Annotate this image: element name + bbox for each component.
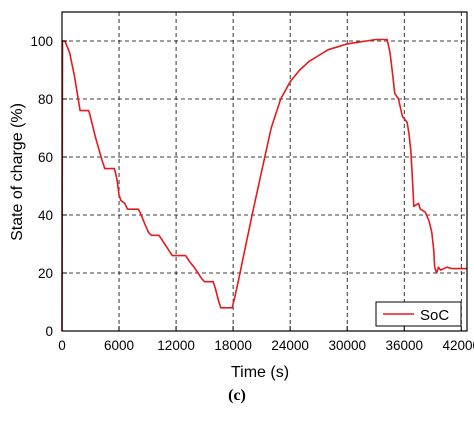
figure-caption: (c) — [228, 387, 246, 404]
x-tick-label: 24000 — [271, 338, 309, 353]
legend: SoC — [375, 301, 462, 327]
series-line-soc — [61, 38, 467, 332]
x-axis-label: Time (s) — [231, 364, 289, 381]
axis-layer — [61, 11, 468, 332]
legend-label: SoC — [420, 307, 449, 324]
x-tick-label: 18000 — [214, 338, 252, 353]
grid-layer — [62, 12, 467, 331]
x-tick-label: 30000 — [328, 338, 366, 353]
x-tick-label: 6000 — [104, 338, 134, 353]
x-tick-label: 0 — [58, 338, 66, 353]
y-tick-label: 100 — [30, 34, 53, 49]
plot-frame — [61, 11, 468, 332]
y-tick-label: 60 — [38, 150, 53, 165]
y-tick-label: 20 — [38, 266, 53, 281]
x-tick-label: 12000 — [157, 338, 195, 353]
data-layer — [61, 38, 467, 332]
y-tick-label: 0 — [45, 324, 53, 339]
y-axis-label: State of charge (%) — [9, 103, 26, 241]
y-tick-label: 40 — [38, 208, 53, 223]
y-tick-label: 80 — [38, 92, 53, 107]
x-tick-label: 36000 — [385, 338, 423, 353]
